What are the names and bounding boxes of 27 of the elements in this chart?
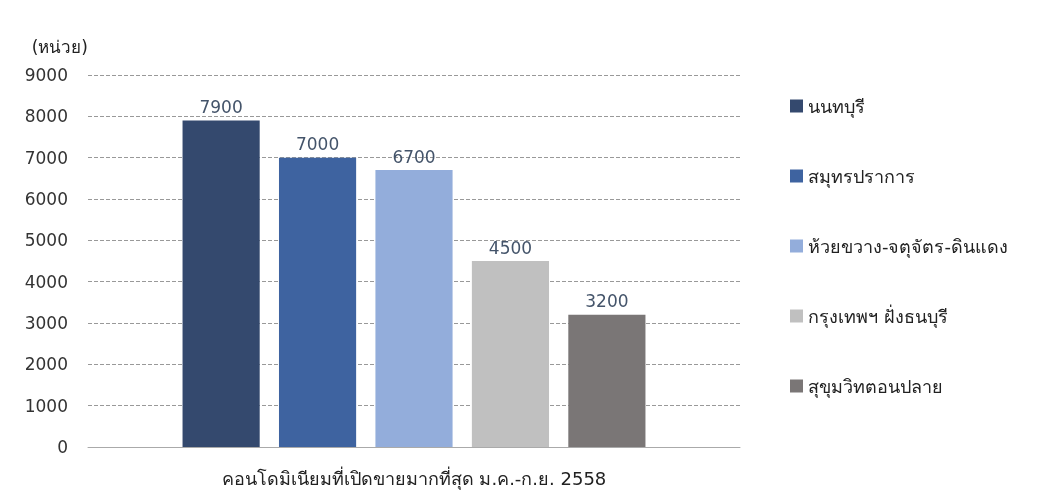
- bar: [568, 314, 646, 447]
- y-tick-label: 7000: [24, 147, 68, 168]
- data-label: 7900: [199, 96, 243, 117]
- y-tick-label: 5000: [24, 230, 68, 251]
- data-label: 3200: [585, 291, 629, 312]
- legend-label: สมุทรปราการ: [808, 165, 915, 188]
- y-tick-label: 3000: [24, 313, 68, 333]
- legend-label: ห้วยขวาง-จตุจัตร-ดินแดง: [808, 235, 1008, 258]
- data-label: 4500: [488, 237, 533, 258]
- y-tick-label: 2000: [24, 354, 68, 375]
- y-tick-label: 4000: [24, 271, 68, 292]
- y-tick-label: 1000: [24, 395, 68, 416]
- data-label: 6700: [392, 146, 436, 167]
- y-tick-label: 0: [57, 437, 68, 457]
- bar: [375, 170, 453, 447]
- y-tick-label: 6000: [24, 189, 68, 209]
- bar: [182, 120, 260, 447]
- legend-label: กรุงเทพฯ ฝั่งธนบุรี: [808, 303, 948, 328]
- y-tick-label: 8000: [24, 106, 68, 127]
- bar: [471, 261, 550, 447]
- legend-label: สุขุมวิทตอนปลาย: [808, 375, 943, 398]
- legend-label: นนทบุรี: [808, 95, 865, 118]
- y-tick-label: 9000: [24, 65, 68, 85]
- y-axis-title: (หน่วย): [31, 36, 88, 57]
- data-label: 7000: [295, 134, 340, 155]
- x-axis-title: คอนโดมิเนียมที่เปิดขายมากที่สุด ม.ค.-ก.ย. 2558: [221, 465, 607, 490]
- bar: [278, 157, 357, 447]
